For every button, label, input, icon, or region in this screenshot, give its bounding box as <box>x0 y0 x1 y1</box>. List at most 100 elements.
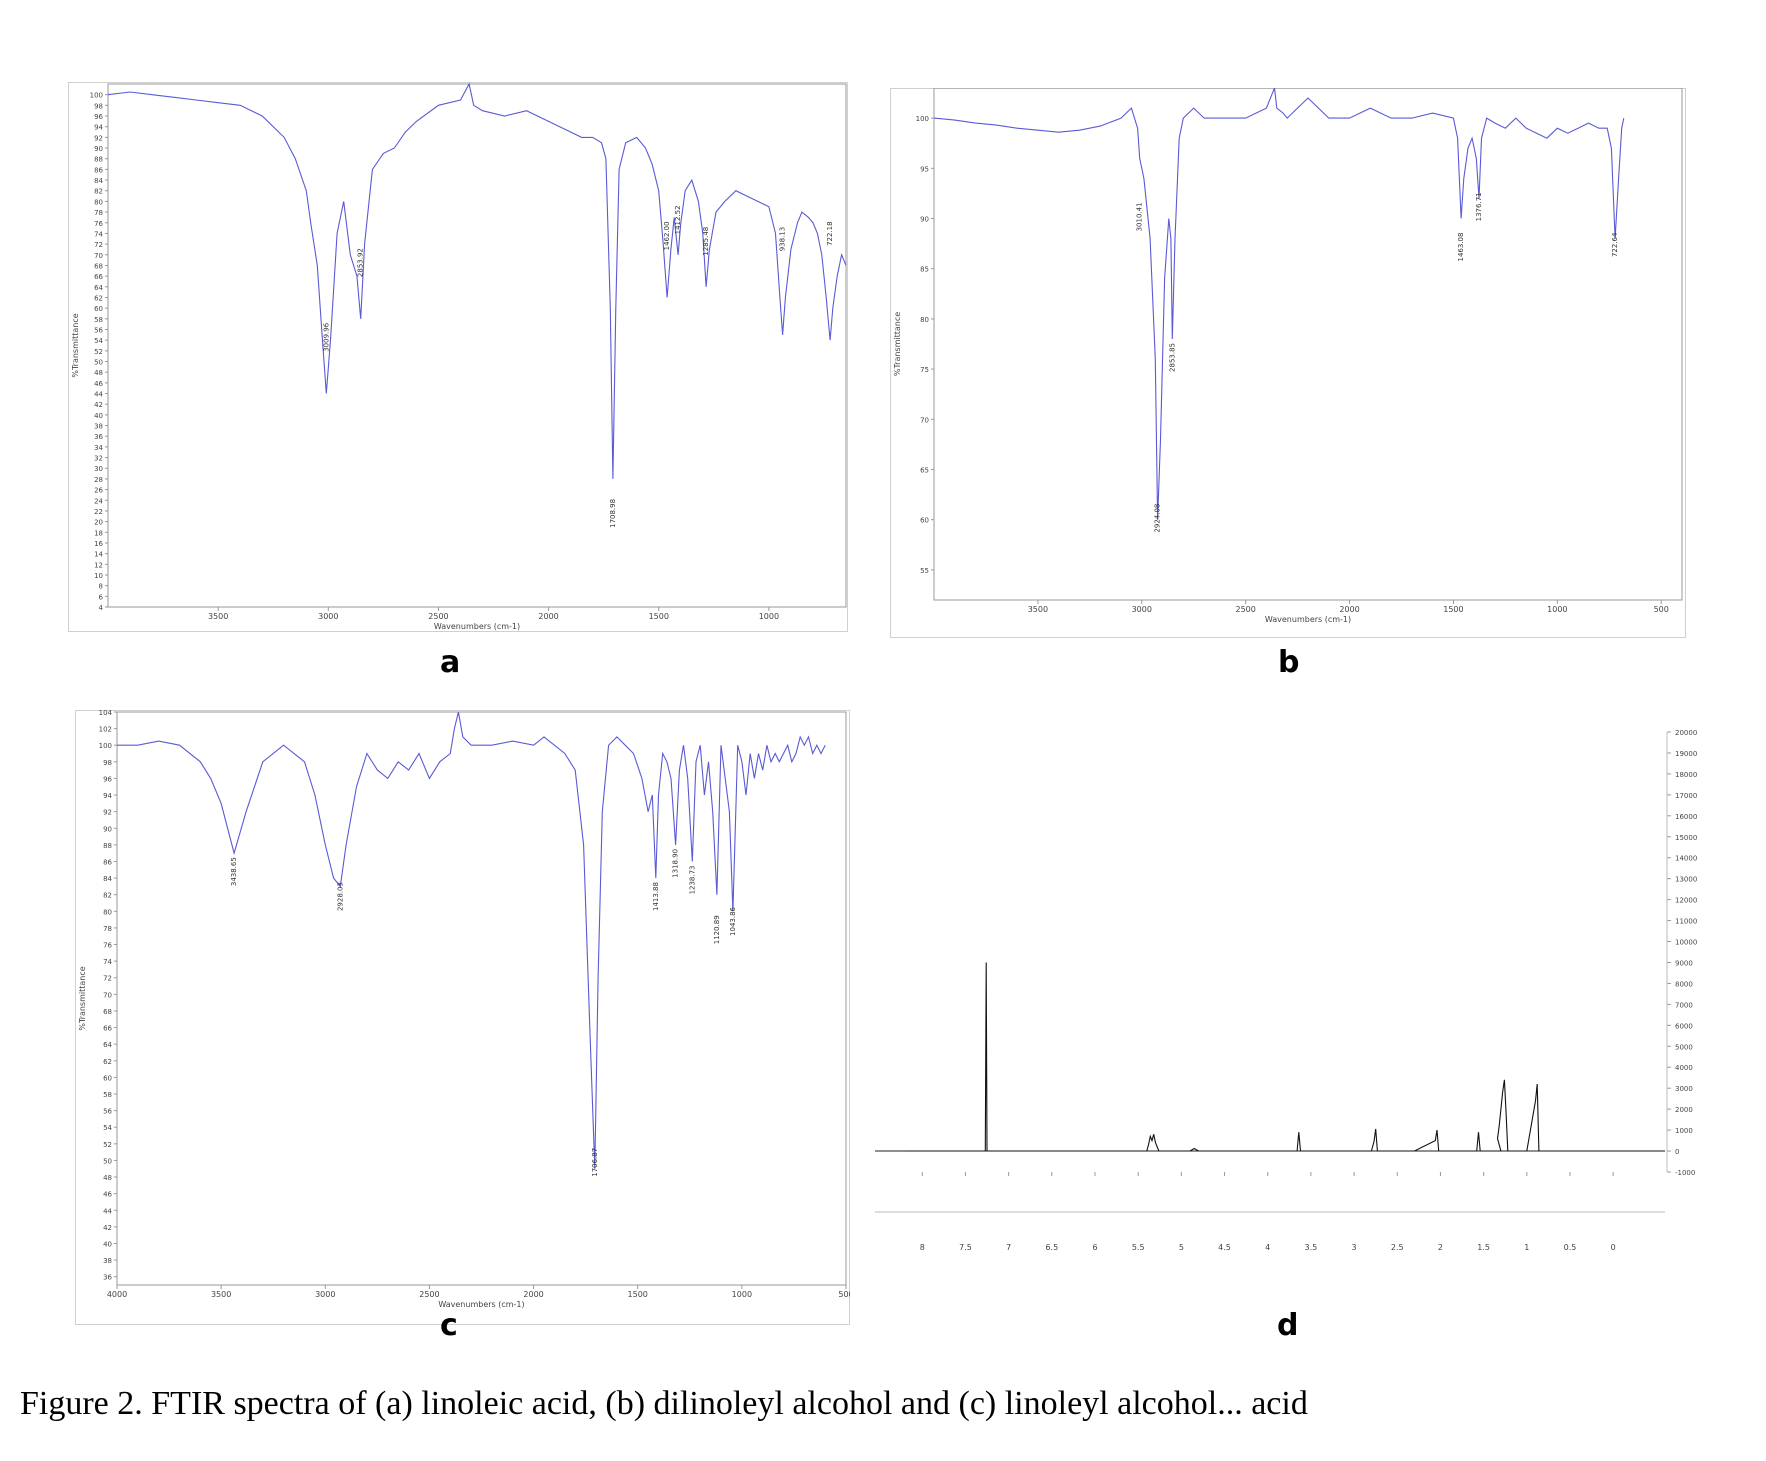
y-tick-label: -1000 <box>1675 1169 1695 1177</box>
peak-label: 2924.08 <box>1154 504 1162 533</box>
plot-frame <box>107 83 847 608</box>
plot-frame <box>116 711 847 1286</box>
x-tick-label: 3500 <box>208 612 228 621</box>
y-tick-label: 42 <box>103 1224 112 1232</box>
y-tick-label: 84 <box>103 875 112 883</box>
x-tick-label: 3000 <box>318 612 338 621</box>
x-tick-label: 6 <box>1092 1243 1097 1252</box>
x-tick-label: 0.5 <box>1564 1243 1577 1252</box>
spectrum-line <box>117 711 826 1169</box>
peak-label: 2853.92 <box>357 248 365 277</box>
x-tick-label: 3 <box>1352 1243 1357 1252</box>
peak-label: 1285.48 <box>702 227 710 256</box>
peak-label: 1706.87 <box>591 1148 599 1177</box>
x-tick-label: 3000 <box>1132 605 1152 614</box>
y-tick-label: 70 <box>103 991 112 999</box>
y-tick-label: 58 <box>94 316 103 324</box>
y-tick-label: 64 <box>103 1041 112 1049</box>
y-tick-label: 96 <box>94 113 103 121</box>
panel-label-a: a <box>440 645 461 680</box>
y-tick-label: 104 <box>99 710 113 717</box>
y-tick-label: 32 <box>94 455 103 463</box>
y-tick-label: 74 <box>94 230 103 238</box>
y-tick-label: 13000 <box>1675 876 1697 884</box>
y-tick-label: 70 <box>920 416 929 424</box>
y-tick-label: 68 <box>103 1008 112 1016</box>
y-tick-label: 11000 <box>1675 918 1697 926</box>
y-tick-label: 95 <box>920 165 929 173</box>
y-tick-label: 62 <box>94 294 103 302</box>
peak-label: 1412.52 <box>674 205 682 234</box>
x-tick-label: 8 <box>920 1243 925 1252</box>
x-tick-label: 1.5 <box>1477 1243 1490 1252</box>
spectrum-line <box>905 962 1665 1152</box>
x-tick-label: 3.5 <box>1305 1243 1318 1252</box>
y-tick-label: 98 <box>103 759 112 767</box>
y-tick-label: 42 <box>94 401 103 409</box>
y-tick-label: 68 <box>94 262 103 270</box>
y-tick-label: 10 <box>94 572 103 580</box>
y-tick-label: 44 <box>103 1207 112 1215</box>
y-tick-label: 70 <box>94 252 103 260</box>
y-tick-label: 12000 <box>1675 897 1697 905</box>
y-tick-label: 14000 <box>1675 855 1697 863</box>
y-tick-label: 48 <box>103 1174 112 1182</box>
x-tick-label: 1000 <box>759 612 779 621</box>
peak-label: 1318.90 <box>672 849 680 878</box>
y-tick-label: 60 <box>94 305 103 313</box>
y-tick-label: 76 <box>94 220 103 228</box>
y-tick-label: 78 <box>103 925 112 933</box>
peak-label: 2928.03 <box>336 882 344 911</box>
y-tick-label: 4 <box>99 604 104 612</box>
y-tick-label: 14 <box>94 551 103 559</box>
peak-label: 3009.96 <box>322 322 330 351</box>
y-tick-label: 36 <box>94 433 103 441</box>
panel-label-c: c <box>440 1308 458 1343</box>
y-tick-label: 28 <box>94 476 103 484</box>
y-tick-label: 56 <box>94 326 103 334</box>
x-tick-label: 5 <box>1179 1243 1184 1252</box>
outer-frame <box>890 88 1686 638</box>
peak-label: 1462.00 <box>663 221 671 250</box>
y-tick-label: 60 <box>103 1074 112 1082</box>
y-tick-label: 4000 <box>1675 1064 1693 1072</box>
y-tick-label: 3000 <box>1675 1085 1693 1093</box>
y-tick-label: 16 <box>94 540 103 548</box>
outer-frame <box>75 710 850 1325</box>
spectrum-line <box>107 82 847 479</box>
y-tick-label: 65 <box>920 466 929 474</box>
x-tick-label: 2000 <box>1339 605 1359 614</box>
y-tick-label: 19000 <box>1675 750 1697 758</box>
y-tick-label: 66 <box>103 1025 112 1033</box>
ftir-chart-a: 3500 3000 2500 2000 1500 10004681012141618202… <box>68 82 848 632</box>
y-tick-label: 46 <box>103 1191 112 1199</box>
peak-label: 1120.89 <box>713 915 721 944</box>
y-tick-label: 56 <box>103 1108 112 1116</box>
y-tick-label: 92 <box>103 809 112 817</box>
y-tick-label: 17000 <box>1675 792 1697 800</box>
y-tick-label: 94 <box>94 124 103 132</box>
y-tick-label: 54 <box>103 1124 112 1132</box>
x-tick-label: 0 <box>1611 1243 1616 1252</box>
y-tick-label: 40 <box>94 412 103 420</box>
x-axis-label: Wavenumbers (cm-1) <box>438 1300 524 1309</box>
y-tick-label: 98 <box>94 102 103 110</box>
y-tick-label: 46 <box>94 380 103 388</box>
plot-frame <box>933 88 1683 601</box>
x-tick-label: 3500 <box>1028 605 1048 614</box>
peak-label: 1413.88 <box>652 882 660 911</box>
y-tick-label: 60 <box>920 517 929 525</box>
peak-label: 3438.65 <box>230 857 238 886</box>
y-tick-label: 100 <box>99 742 112 750</box>
y-tick-label: 18000 <box>1675 771 1697 779</box>
y-tick-label: 94 <box>103 792 112 800</box>
y-tick-label: 55 <box>920 567 929 575</box>
y-tick-label: 76 <box>103 942 112 950</box>
peak-label: 1708.98 <box>609 499 617 528</box>
y-tick-label: 52 <box>94 348 103 356</box>
peak-label: 1238.73 <box>688 865 696 894</box>
y-tick-label: 96 <box>103 775 112 783</box>
y-tick-label: 72 <box>103 975 112 983</box>
figure-caption: Figure 2. FTIR spectra of (a) linoleic a… <box>20 1385 1308 1422</box>
x-tick-label: 5.5 <box>1132 1243 1145 1252</box>
